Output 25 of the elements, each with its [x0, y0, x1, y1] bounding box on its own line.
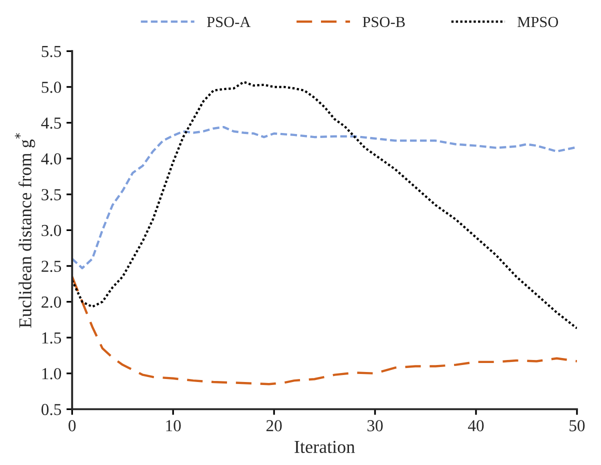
y-axis-title: Euclidean distance from g$^{*}$ — [14, 133, 36, 328]
x-tick-label: 0 — [68, 420, 76, 432]
x-tick-label: 40 — [468, 420, 484, 432]
y-tick-label: 5.0 — [42, 82, 62, 93]
x-tick-label: 20 — [266, 420, 282, 432]
line-series — [72, 80, 577, 330]
y-tick-label: 2.0 — [42, 296, 62, 308]
y-tick-label: 0.5 — [42, 404, 62, 416]
x-tick-label: 30 — [367, 420, 383, 432]
y-tick-label: 2.5 — [42, 260, 62, 272]
line-series — [72, 126, 577, 270]
y-tick-label: 3.0 — [42, 224, 62, 236]
y-tick-label: 5.5 — [42, 46, 62, 58]
x-axis-title: Iteration — [294, 440, 355, 453]
x-tick-label: 10 — [166, 420, 181, 432]
y-tick-label: 4.0 — [41, 153, 62, 165]
legend-label: MPSO — [518, 16, 558, 28]
legend-label: PSO-B — [362, 16, 405, 28]
y-tick-label: 4.5 — [41, 118, 62, 129]
line-series — [72, 276, 577, 386]
y-tick-label: 1.5 — [42, 332, 62, 344]
y-tick-label: 1.0 — [42, 368, 62, 380]
x-tick-label: 50 — [570, 420, 585, 432]
y-tick-label: 3.5 — [42, 189, 62, 200]
legend-label: PSO-A — [207, 16, 251, 28]
